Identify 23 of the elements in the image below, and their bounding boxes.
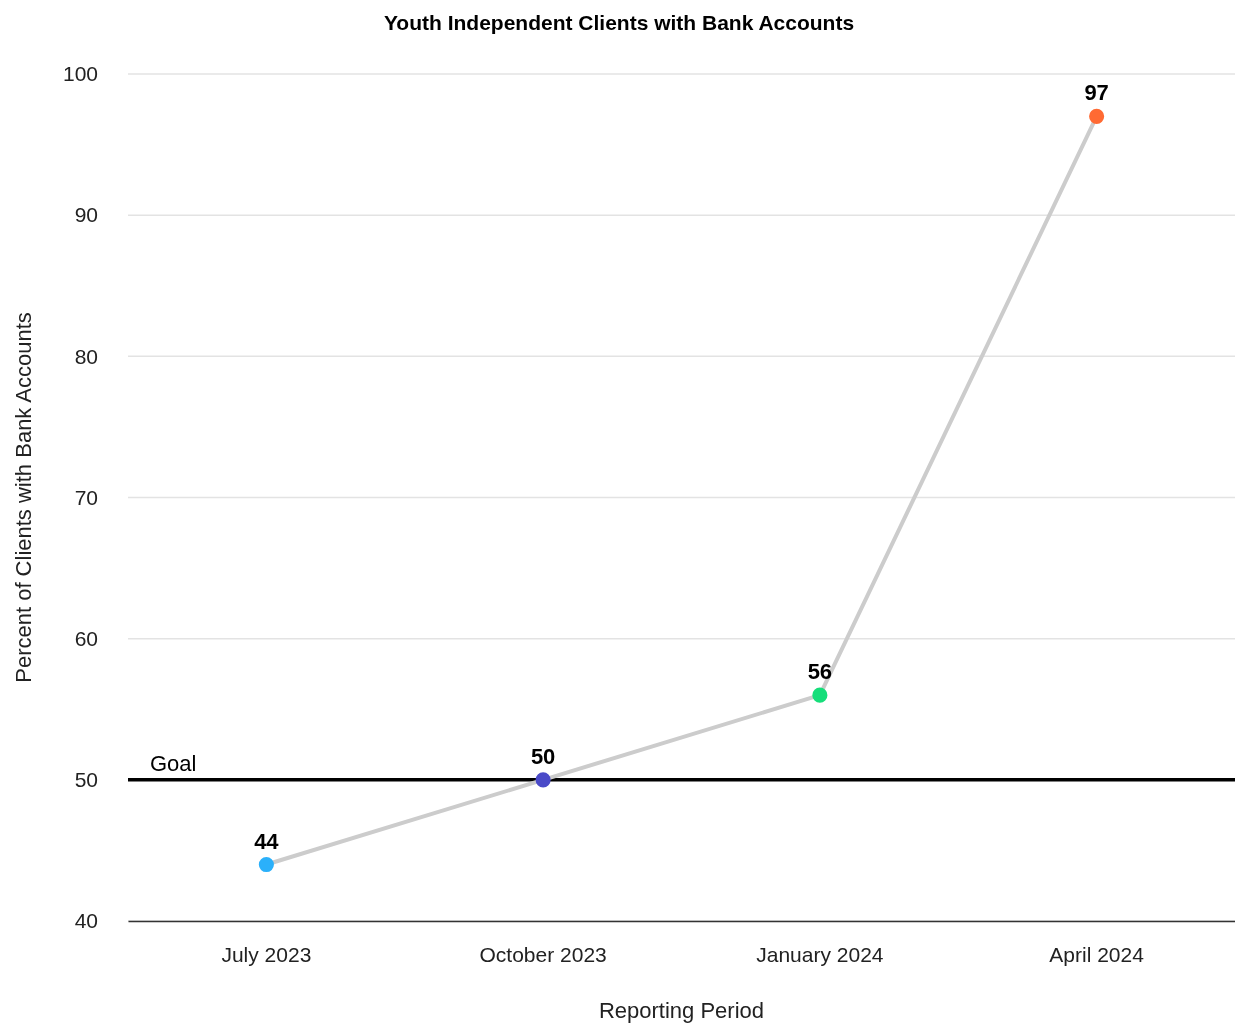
point	[258, 856, 274, 873]
y-tick-label: 80	[74, 344, 98, 368]
data-label: 97	[1084, 80, 1109, 106]
x-tick-label: April 2024	[1049, 942, 1145, 966]
y-tick-label: 50	[74, 768, 98, 792]
y-tick-label: 70	[74, 485, 98, 509]
data-label: 50	[530, 743, 556, 769]
y-tick-label: 40	[74, 909, 98, 933]
data-label: 44	[254, 828, 280, 854]
point	[1089, 108, 1105, 124]
ref-line-label: Goal	[150, 750, 197, 776]
y-tick-label: 100	[62, 62, 98, 86]
x-axis-title: Reporting Period	[598, 998, 765, 1023]
chart-title: Youth Independent Clients with Bank Accounts	[383, 11, 855, 34]
x-tick-label: January 2024	[756, 942, 884, 966]
y-axis-title: Percent of Clients with Bank Accounts	[11, 312, 36, 683]
y-tick-label: 60	[74, 626, 98, 650]
x-tick-label: October 2023	[479, 942, 607, 966]
x-tick-label: July 2023	[221, 942, 312, 966]
y-tick-label: 90	[74, 203, 98, 227]
point	[812, 687, 828, 703]
data-label: 56	[807, 659, 833, 685]
point	[535, 772, 551, 788]
